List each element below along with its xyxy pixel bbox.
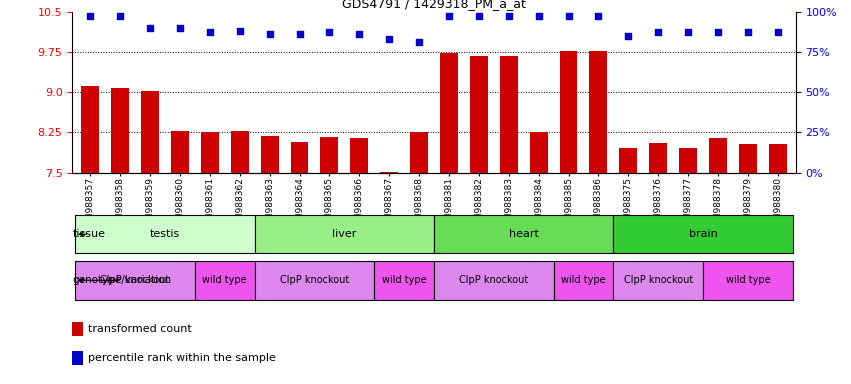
Point: [472, 13, 486, 20]
Point: [352, 31, 366, 37]
Bar: [72, 351, 83, 365]
Bar: [76, 215, 254, 253]
Point: [143, 25, 157, 31]
Bar: [553, 261, 614, 300]
Text: ClpP knockout: ClpP knockout: [460, 275, 528, 285]
Bar: [590, 51, 608, 173]
Point: [621, 33, 635, 39]
Bar: [171, 131, 189, 173]
Point: [741, 30, 755, 36]
Text: genotype/variation: genotype/variation: [72, 275, 172, 285]
Bar: [768, 144, 786, 173]
Bar: [380, 172, 398, 173]
Point: [591, 13, 605, 20]
Text: wild type: wild type: [561, 275, 606, 285]
Point: [113, 13, 127, 20]
Bar: [679, 147, 697, 173]
Bar: [195, 261, 254, 300]
Text: brain: brain: [688, 229, 717, 239]
Bar: [410, 132, 428, 173]
Point: [502, 13, 516, 20]
Bar: [703, 261, 792, 300]
Point: [233, 28, 247, 34]
Bar: [254, 261, 374, 300]
Bar: [739, 144, 757, 173]
Bar: [470, 56, 488, 173]
Bar: [290, 142, 308, 173]
Bar: [709, 138, 727, 173]
Bar: [260, 136, 278, 173]
Point: [263, 31, 277, 37]
Bar: [254, 215, 434, 253]
Point: [562, 13, 575, 20]
Point: [532, 13, 545, 20]
Bar: [76, 261, 195, 300]
Text: transformed count: transformed count: [89, 324, 192, 334]
Point: [382, 36, 396, 42]
Bar: [374, 261, 434, 300]
Bar: [440, 53, 458, 173]
Text: heart: heart: [509, 229, 539, 239]
Bar: [614, 261, 703, 300]
Bar: [321, 137, 339, 173]
Text: liver: liver: [332, 229, 357, 239]
Text: wild type: wild type: [726, 275, 770, 285]
Bar: [231, 131, 248, 173]
Bar: [529, 132, 547, 173]
Point: [173, 25, 186, 31]
Bar: [82, 86, 100, 173]
Bar: [649, 143, 667, 173]
Bar: [141, 91, 159, 173]
Point: [323, 30, 336, 36]
Point: [711, 30, 725, 36]
Text: ClpP knockout: ClpP knockout: [624, 275, 693, 285]
Point: [412, 39, 426, 45]
Bar: [620, 147, 637, 173]
Text: percentile rank within the sample: percentile rank within the sample: [89, 353, 276, 363]
Point: [203, 30, 217, 36]
Text: testis: testis: [150, 229, 180, 239]
Bar: [614, 215, 792, 253]
Bar: [201, 132, 219, 173]
Point: [443, 13, 456, 20]
Bar: [500, 56, 517, 173]
Bar: [72, 323, 83, 336]
Point: [293, 31, 306, 37]
Bar: [560, 51, 578, 173]
Point: [771, 30, 785, 36]
Bar: [351, 138, 368, 173]
Bar: [434, 261, 553, 300]
Text: ClpP knockout: ClpP knockout: [280, 275, 349, 285]
Bar: [434, 215, 614, 253]
Text: tissue: tissue: [73, 229, 106, 239]
Text: wild type: wild type: [382, 275, 426, 285]
Point: [651, 30, 665, 36]
Text: ClpP knockout: ClpP knockout: [100, 275, 169, 285]
Text: wild type: wild type: [203, 275, 247, 285]
Bar: [111, 88, 129, 173]
Title: GDS4791 / 1429318_PM_a_at: GDS4791 / 1429318_PM_a_at: [342, 0, 526, 10]
Point: [682, 30, 695, 36]
Point: [83, 13, 97, 20]
